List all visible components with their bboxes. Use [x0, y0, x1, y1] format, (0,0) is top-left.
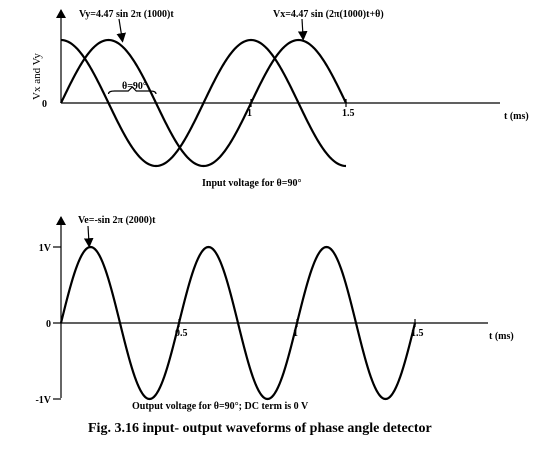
bottom-y-tick-label-0: 1V: [39, 243, 52, 254]
bottom-series-0-line: [59, 245, 417, 401]
bottom-y-tick-label-2: -1V: [35, 395, 51, 406]
vx-series-label: Vx=4.47 sin (2π(1000)t+θ): [273, 9, 384, 20]
bottom-chart-title: Output voltage for θ=90°; DC term is 0 V: [132, 401, 309, 412]
top-x-tick-label-1: 1.5: [342, 108, 355, 119]
vx-label-arrow: [297, 18, 308, 41]
top-x-axis-label: t (ms): [504, 111, 529, 122]
top-x-tick-label-0: 1: [247, 108, 252, 119]
top-y-axis-arrow: [56, 9, 66, 18]
input-waveform-chart: Vx and Vy t (ms) 0 1 1.5 Vy=4.47 sin 2π (…: [31, 9, 529, 189]
top-y-tick-label-0: 0: [42, 99, 47, 110]
bottom-y-tick-label-1: 0: [46, 319, 51, 330]
output-waveform-chart: 1V 0 -1V 0.5 1 1.5 t (ms) Ve=-sin 2π (2000)t…: [35, 215, 513, 412]
vy-series-label: Vy=4.47 sin 2π (1000)t: [79, 9, 174, 20]
ve-series-label: Ve=-sin 2π (2000)t: [78, 215, 156, 226]
theta-label: θ=90°: [122, 81, 147, 92]
bottom-x-ticks: 0.5 1 1.5: [175, 319, 424, 339]
bottom-y-ticks: 1V 0 -1V: [35, 243, 61, 406]
bottom-curves: [59, 245, 417, 401]
theta-brace: [107, 86, 157, 95]
bottom-x-tick-label-2: 1.5: [411, 328, 424, 339]
bottom-x-tick-label-0: 0.5: [175, 328, 188, 339]
top-y-axis-label: Vx and Vy: [31, 53, 43, 100]
top-series-1-line: [60, 38, 347, 168]
bottom-y-axis-arrow: [56, 216, 66, 225]
vy-label-arrow: [116, 18, 126, 43]
bottom-x-axis-label: t (ms): [489, 331, 514, 342]
figure-caption: Fig. 3.16 input- output waveforms of pha…: [88, 421, 432, 436]
top-chart-title: Input voltage for θ=90°: [202, 178, 301, 189]
ve-label-arrow: [83, 225, 94, 248]
